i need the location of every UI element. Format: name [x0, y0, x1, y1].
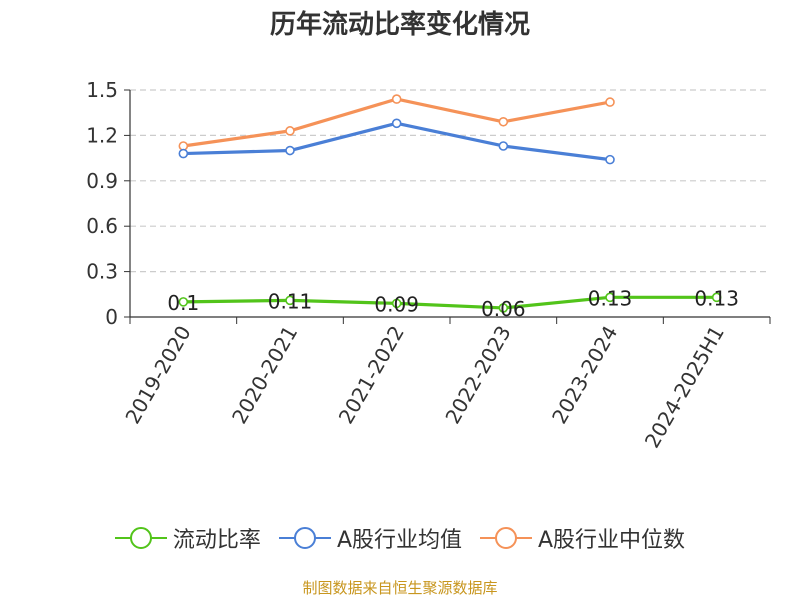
data-point [498, 141, 509, 151]
x-tick-label: 2023-2024 [547, 322, 622, 428]
legend-item[interactable]: A股行业中位数 [480, 522, 685, 554]
data-point [605, 154, 615, 165]
data-point [498, 303, 509, 313]
y-tick-label: 0.3 [86, 260, 118, 284]
legend-marker-icon [278, 526, 331, 550]
legend-marker-icon [480, 526, 532, 550]
series-line [183, 121, 611, 162]
data-label: 0.1 [167, 291, 199, 315]
x-tick-label: 2020-2021 [227, 322, 302, 428]
data-point [285, 295, 295, 306]
data-point [285, 126, 295, 136]
data-label: 0.09 [374, 292, 419, 316]
y-tick-label: 1.5 [86, 78, 118, 102]
x-tick-label: 2021-2022 [334, 321, 409, 427]
legend-marker-icon [114, 526, 167, 550]
data-point [605, 97, 615, 107]
y-tick-label: 0 [105, 305, 118, 329]
data-point [178, 148, 189, 159]
legend-label: 流动比率 [172, 528, 261, 553]
data-point [391, 94, 402, 104]
x-tick-label: 2019-2020 [120, 322, 195, 428]
data-point [178, 297, 189, 307]
data-label: 0.06 [481, 297, 526, 321]
series-line [183, 295, 717, 310]
legend-item[interactable]: A股行业均值 [278, 522, 462, 554]
data-point [391, 118, 402, 129]
legend-label: A股行业中位数 [538, 528, 686, 553]
data-label: 0.13 [588, 286, 633, 310]
legend: 流动比率 A股行业均值 A股行业中位数 [0, 518, 800, 558]
y-tick-label: 1.2 [86, 123, 118, 147]
legend-label: A股行业均值 [336, 528, 462, 553]
data-point [391, 298, 402, 309]
data-label: 0.13 [694, 286, 739, 310]
y-tick-label: 0.9 [86, 169, 118, 193]
legend-item[interactable]: 流动比率 [114, 522, 261, 554]
x-tick-label: 2022-2023 [440, 322, 515, 428]
chart-title: 历年流动比率变化情况 [269, 10, 530, 40]
data-point [711, 292, 722, 303]
x-tick-label: 2024-2025H1 [640, 322, 729, 452]
y-tick-label: 0.6 [86, 214, 118, 238]
data-point [285, 145, 295, 156]
data-point [498, 116, 509, 127]
data-point [605, 292, 615, 303]
source-note: 制图数据来自恒生聚源数据库 [302, 579, 498, 597]
data-label: 0.11 [268, 289, 313, 313]
